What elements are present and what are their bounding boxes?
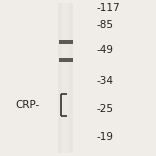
FancyBboxPatch shape [58, 40, 73, 44]
Text: -117: -117 [97, 3, 120, 13]
Text: -85: -85 [97, 20, 114, 30]
Text: -49: -49 [97, 45, 114, 55]
Text: -19: -19 [97, 132, 114, 142]
FancyBboxPatch shape [62, 3, 69, 153]
Text: CRP-: CRP- [16, 100, 40, 110]
FancyBboxPatch shape [58, 3, 73, 153]
Text: -34: -34 [97, 76, 114, 86]
Text: -25: -25 [97, 104, 114, 114]
FancyBboxPatch shape [58, 58, 73, 62]
